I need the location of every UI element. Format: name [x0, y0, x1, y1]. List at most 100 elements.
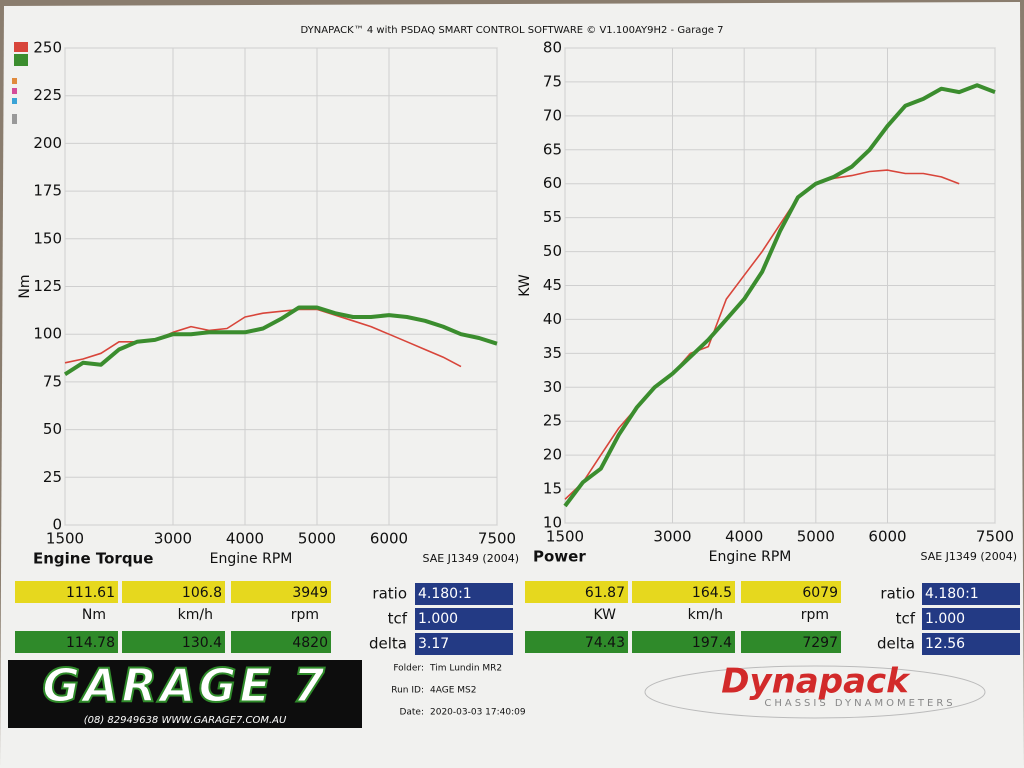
param-label: ratio	[372, 585, 407, 603]
legend-swatch	[12, 98, 17, 104]
current-box	[632, 581, 735, 603]
y-tick-label: 15	[543, 480, 562, 498]
x-tick-label: 1500	[546, 528, 584, 546]
param-value: 3.17	[418, 636, 449, 652]
unit: km/h	[178, 607, 213, 623]
current-box	[15, 581, 118, 603]
standard: SAE J1349 (2004)	[921, 550, 1017, 563]
param-value: 1.000	[418, 611, 458, 627]
current-value: 6079	[802, 585, 838, 601]
y-tick-label: 40	[543, 310, 562, 328]
x-tick-label: 4000	[725, 528, 763, 546]
param-box	[922, 608, 1020, 630]
param-label: delta	[369, 635, 407, 653]
contact: (08) 82949638 WWW.GARAGE7.COM.AU	[84, 715, 287, 726]
peak-box	[15, 631, 118, 653]
current-box	[741, 581, 841, 603]
param-box	[415, 608, 513, 630]
param-label: tcf	[388, 610, 408, 628]
info-value: 4AGE MS2	[430, 686, 476, 696]
y-tick-label: 20	[543, 446, 562, 464]
brand-swoosh	[644, 665, 986, 719]
x-axis-label: Engine RPM	[709, 549, 792, 565]
y-tick-label: 75	[43, 372, 62, 390]
x-tick-label: 5000	[298, 530, 336, 548]
y-tick-label: 25	[43, 468, 62, 486]
logo: GARAGE 7	[42, 659, 328, 713]
peak-box	[231, 631, 331, 653]
param-value: 12.56	[925, 636, 965, 652]
y-tick-label: 25	[543, 412, 562, 430]
brand-sub: CHASSIS DYNAMOMETERS	[764, 698, 955, 709]
param-box	[415, 633, 513, 655]
y-tick-label: 0	[52, 516, 62, 534]
param-box	[415, 583, 513, 605]
brand: Dynapack	[721, 662, 911, 702]
peak-box	[741, 631, 841, 653]
peak-box	[525, 631, 628, 653]
y-tick-label: 55	[543, 208, 562, 226]
current-value: 3949	[292, 585, 328, 601]
x-tick-label: 6000	[868, 528, 906, 546]
y-axis-label: Nm	[17, 274, 33, 298]
legend-swatch	[12, 88, 17, 94]
y-tick-label: 70	[543, 106, 562, 124]
y-tick-label: 200	[33, 134, 62, 152]
param-box	[922, 633, 1020, 655]
header-title: DYNAPACK™ 4 with PSDAQ SMART CONTROL SOF…	[301, 25, 724, 36]
current-value: 61.87	[585, 585, 625, 601]
peak-box	[632, 631, 735, 653]
current-box	[525, 581, 628, 603]
standard: SAE J1349 (2004)	[423, 552, 519, 565]
peak-value: 114.78	[66, 635, 115, 651]
peak-value: 4820	[292, 635, 328, 651]
unit: KW	[593, 607, 616, 623]
y-tick-label: 50	[43, 420, 62, 438]
unit: rpm	[801, 607, 829, 623]
y-tick-label: 35	[543, 344, 562, 362]
param-value: 4.180:1	[925, 586, 979, 602]
info-label: Folder:	[393, 664, 424, 674]
current-value: 106.8	[182, 585, 222, 601]
peak-value: 74.43	[585, 635, 625, 651]
x-tick-label: 7500	[478, 530, 516, 548]
unit: rpm	[291, 607, 319, 623]
x-tick-label: 3000	[653, 528, 691, 546]
unit: km/h	[688, 607, 723, 623]
x-tick-label: 5000	[797, 528, 835, 546]
info-label: Run ID:	[391, 686, 424, 696]
peak-value: 130.4	[182, 635, 222, 651]
info-label: Date:	[399, 708, 424, 718]
unit: Nm	[82, 607, 106, 623]
y-tick-label: 175	[33, 182, 62, 200]
logo-box	[8, 660, 362, 728]
legend-swatch	[14, 42, 28, 52]
current-box	[231, 581, 331, 603]
y-tick-label: 250	[33, 39, 62, 57]
legend-swatch	[12, 78, 17, 84]
x-axis-label: Engine RPM	[210, 551, 293, 567]
y-tick-label: 150	[33, 229, 62, 247]
series-line	[63, 305, 498, 376]
x-tick-label: 1500	[46, 530, 84, 548]
legend-swatch	[14, 54, 28, 66]
param-label: tcf	[896, 610, 916, 628]
x-tick-label: 3000	[154, 530, 192, 548]
y-tick-label: 10	[543, 514, 562, 532]
param-value: 1.000	[925, 611, 965, 627]
y-tick-label: 65	[543, 140, 562, 158]
param-box	[922, 583, 1020, 605]
x-tick-label: 6000	[370, 530, 408, 548]
y-tick-label: 50	[543, 242, 562, 260]
legend-swatch	[12, 114, 17, 124]
y-axis-label: KW	[517, 274, 533, 297]
y-tick-label: 100	[33, 325, 62, 343]
y-tick-label: 60	[543, 174, 562, 192]
current-value: 164.5	[692, 585, 732, 601]
x-tick-label: 7500	[976, 528, 1014, 546]
y-tick-label: 80	[543, 39, 562, 57]
y-tick-label: 125	[33, 277, 62, 295]
